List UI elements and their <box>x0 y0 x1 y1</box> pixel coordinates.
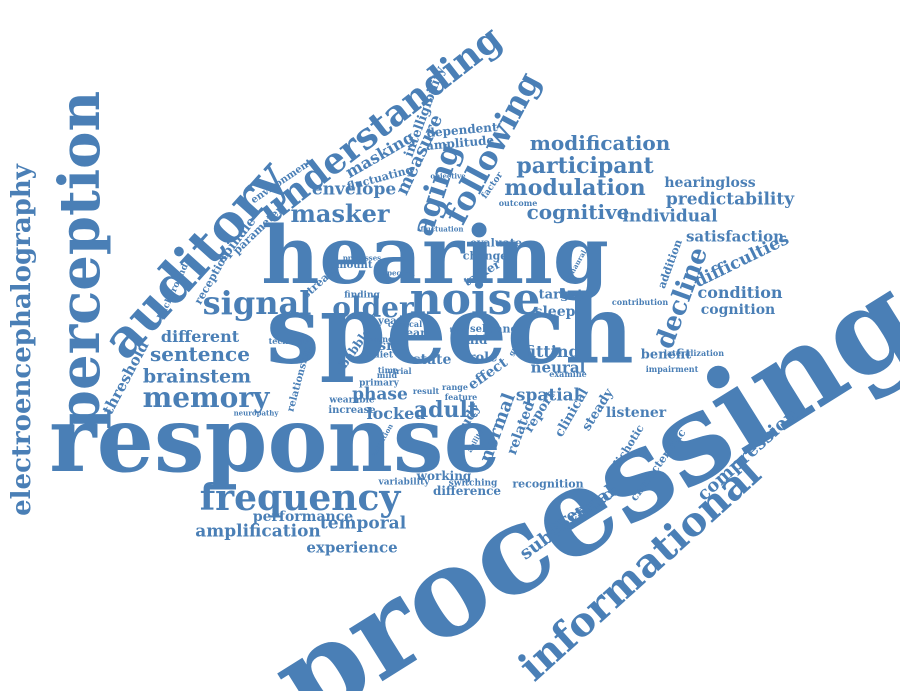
word-finding: finding <box>344 290 380 301</box>
word-phase: phase <box>352 384 408 405</box>
word-signal: signal <box>202 284 312 322</box>
word-hearing: hearing <box>261 208 609 302</box>
word-memory: memory <box>142 381 270 414</box>
word-primary: primary <box>359 378 399 389</box>
word-amplification: amplification <box>195 521 321 542</box>
word-sentence: sentence <box>150 342 250 366</box>
word-outcome: outcome <box>498 198 538 208</box>
word-adult: adult <box>413 397 479 423</box>
word-aid: aid <box>466 333 488 347</box>
word-modulation: modulation <box>504 175 646 201</box>
word-spatial: spatial <box>515 385 581 406</box>
word-state: state <box>412 352 452 368</box>
word-different: different <box>160 327 240 346</box>
word-cortical: cortical <box>387 319 423 329</box>
word-condition: condition <box>697 283 783 302</box>
word-sleep: sleep <box>534 304 576 320</box>
word-examine: examine <box>549 369 587 379</box>
word-satisfaction: satisfaction <box>685 227 785 246</box>
word-switching: switching <box>448 478 498 489</box>
word-processes: processes <box>342 253 382 263</box>
word-participant: participant <box>516 153 654 179</box>
word-spectral: spectral <box>383 268 415 278</box>
word-hearingloss: hearingloss <box>664 175 756 191</box>
word-mild: mild <box>376 370 398 380</box>
word-variability: variability <box>378 477 430 488</box>
word-lateralization: lateralization <box>663 348 725 358</box>
word-benefit: benefit <box>640 347 692 363</box>
word-electroencephalography: electroencephalography <box>7 164 37 516</box>
word-band: band <box>487 322 519 336</box>
word-evaluate: evaluate <box>470 236 522 250</box>
word-year: year <box>378 316 402 327</box>
word-increase: increase <box>328 405 376 416</box>
word-brainstem: brainstem <box>142 365 252 388</box>
word-change: change <box>462 249 508 263</box>
word-perception: perception <box>47 90 113 430</box>
word-trial: trial <box>392 366 412 376</box>
word-modification: modification <box>529 131 671 155</box>
word-speech: speech <box>266 274 634 386</box>
word-ear: ear <box>406 326 426 340</box>
word-neural: neural <box>530 358 586 377</box>
word-predictability: predictability <box>665 189 795 210</box>
word-range: range <box>442 382 468 392</box>
word-fitting: fitting <box>524 342 580 361</box>
word-cognitive: cognitive <box>526 200 630 224</box>
word-self: self <box>469 324 491 335</box>
word-quiet: quiet <box>366 350 394 361</box>
word-technique: technique <box>268 336 314 346</box>
word-masker: masker <box>290 199 390 228</box>
word-result: result <box>412 386 440 396</box>
word-older: older <box>332 291 414 324</box>
word-type: type <box>449 325 467 335</box>
word-time: time <box>377 365 399 375</box>
word-listener: listener <box>605 405 667 421</box>
word-recognition: recognition <box>512 477 584 491</box>
word-fluctuation: fluctuation <box>420 224 464 234</box>
word-impairment: impairment <box>645 364 699 374</box>
word-individual: individual <box>622 206 718 227</box>
word-srts: srts <box>378 338 408 354</box>
word-neuropathy: neuropathy <box>233 408 279 418</box>
word-temporal: temporal <box>319 513 407 534</box>
word-cognition: cognition <box>700 302 776 318</box>
word-amount: amount <box>329 260 373 271</box>
word-response: response <box>49 387 501 493</box>
word-frequency: frequency <box>199 477 401 519</box>
word-objective: objective <box>430 171 466 181</box>
word-experience: experience <box>306 538 398 557</box>
word-contribution: contribution <box>611 297 669 307</box>
word-role: role <box>468 350 498 366</box>
word-locked: locked <box>366 404 426 423</box>
word-wearable: wearable <box>329 395 375 406</box>
word-target: target <box>538 287 584 303</box>
word-performance: performance <box>252 509 354 525</box>
word-noise: noise <box>409 274 541 325</box>
word-working: working <box>416 469 472 483</box>
word-difference: difference <box>432 484 502 498</box>
word-feature: feature <box>444 392 478 402</box>
word-envelope: envelope <box>311 179 397 200</box>
word-young: young <box>366 334 394 344</box>
